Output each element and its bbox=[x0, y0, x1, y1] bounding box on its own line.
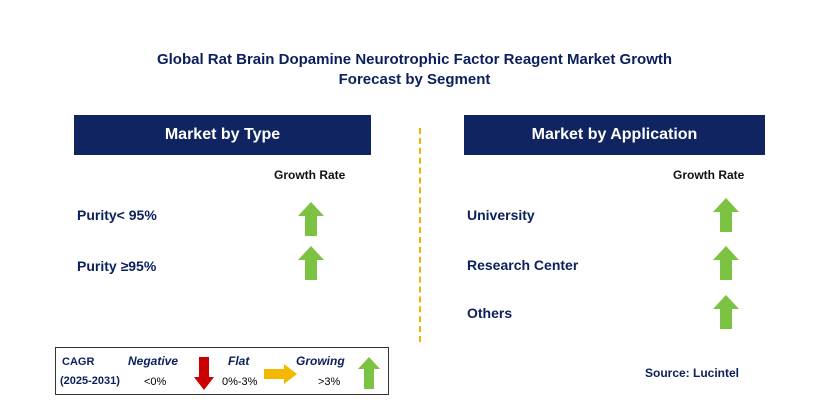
application-row-label-3: Others bbox=[467, 305, 513, 321]
green-up-arrow-icon bbox=[713, 246, 739, 280]
orange-right-arrow-icon bbox=[264, 364, 297, 384]
type-row-label-1: Purity< 95% bbox=[77, 207, 157, 223]
green-up-arrow-icon bbox=[713, 198, 739, 232]
panel-divider bbox=[419, 128, 421, 342]
page-title: Global Rat Brain Dopamine Neurotrophic F… bbox=[0, 50, 829, 90]
legend-growing-label: Growing bbox=[296, 354, 345, 368]
source-label: Source: Lucintel bbox=[645, 366, 740, 380]
green-up-arrow-icon bbox=[358, 357, 380, 389]
left-growth-rate-label: Growth Rate bbox=[274, 168, 346, 182]
red-down-arrow-icon bbox=[194, 357, 214, 390]
title-line-2: Forecast by Segment bbox=[338, 71, 491, 88]
legend-flat-label: Flat bbox=[228, 354, 250, 368]
title-line-1: Global Rat Brain Dopamine Neurotrophic F… bbox=[156, 51, 673, 68]
market-by-application-header: Market by Application bbox=[464, 115, 765, 155]
market-by-type-header: Market by Type bbox=[74, 115, 371, 155]
cagr-legend: CAGR (2025-2031) Negative <0% Flat 0%-3%… bbox=[55, 347, 389, 395]
legend-negative-range: <0% bbox=[144, 376, 167, 388]
legend-negative-label: Negative bbox=[128, 354, 179, 368]
legend-flat-range: 0%-3% bbox=[222, 376, 258, 388]
legend-growing-range: >3% bbox=[318, 376, 341, 388]
green-up-arrow-icon bbox=[298, 202, 324, 236]
application-row-label-1: University bbox=[467, 207, 535, 223]
legend-period-label: (2025-2031) bbox=[60, 375, 120, 387]
legend-cagr-label: CAGR bbox=[62, 356, 95, 368]
application-row-label-2: Research Center bbox=[467, 257, 579, 273]
green-up-arrow-icon bbox=[298, 246, 324, 280]
type-row-label-2: Purity ≥95% bbox=[77, 258, 157, 274]
green-up-arrow-icon bbox=[713, 295, 739, 329]
right-growth-rate-label: Growth Rate bbox=[673, 168, 745, 182]
